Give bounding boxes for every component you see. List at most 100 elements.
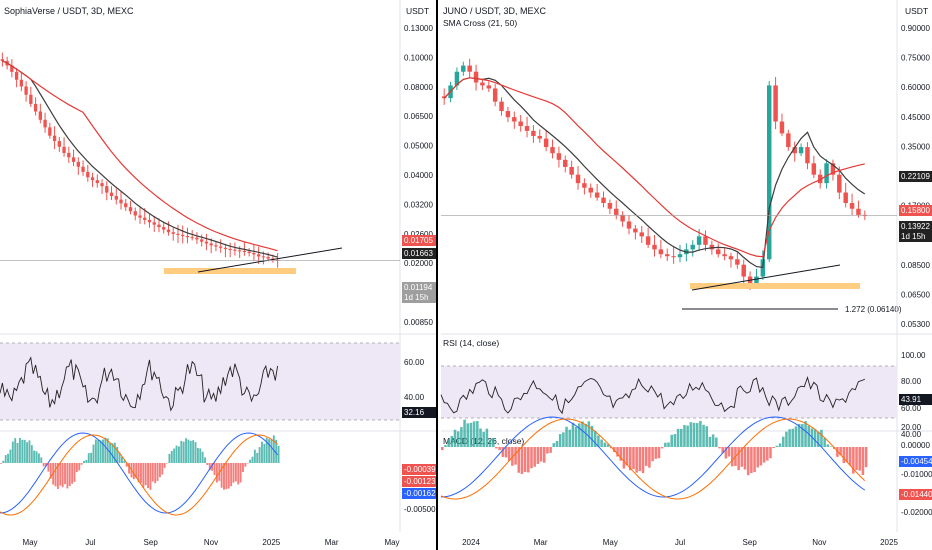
left-macd-bar: [151, 463, 154, 482]
right-rsi-line: [440, 375, 865, 415]
right-macd-tick: 0.00000: [901, 441, 930, 450]
left-macd-bar: [118, 452, 121, 463]
right-macd-bar: [565, 426, 568, 447]
left-macd-bar: [223, 463, 225, 490]
left-macd-badge: -0.00162: [404, 489, 436, 498]
right-macd-bar: [539, 447, 543, 462]
right-macd-bar: [441, 447, 444, 451]
right-price-badge-bg: [899, 231, 932, 242]
left-rsi-band: [0, 343, 400, 420]
left-macd-bar: [80, 463, 83, 465]
right-macd-bar: [836, 447, 839, 457]
left-time-tick: May: [22, 538, 37, 547]
left-candle-body: [162, 227, 166, 230]
left-macd-bar: [90, 452, 93, 463]
right-macd-bar: [520, 447, 524, 474]
right-candle-body: [843, 192, 848, 204]
left-macd-bar: [170, 450, 173, 463]
right-candle-body: [639, 232, 644, 237]
left-macd-badge-bg: [402, 476, 436, 487]
right-macd-bar: [511, 447, 514, 466]
left-candle-body: [124, 203, 128, 208]
right-price-badge-bg: [899, 205, 932, 216]
right-macd-bar: [558, 434, 562, 447]
left-price-tick: 0.02600: [404, 230, 433, 239]
right-candle-body: [626, 221, 632, 229]
left-candle-body: [14, 71, 19, 80]
left-candle-body: [95, 180, 99, 184]
right-macd-bar: [654, 447, 658, 459]
left-macd-bar: [220, 463, 223, 488]
right-macd-bar: [625, 447, 629, 466]
left-macd-bar: [111, 443, 114, 463]
left-macd-bar: [7, 453, 10, 463]
right-candle-body: [531, 130, 536, 136]
right-macd-bar: [632, 447, 635, 470]
left-macd-bar: [204, 457, 206, 463]
left-time-tick: Sep: [144, 538, 159, 547]
right-macd-bar: [820, 429, 823, 447]
right-price-tick: 0.75000: [901, 54, 930, 63]
right-macd-bar: [629, 447, 632, 471]
right-support-zone: [690, 283, 860, 289]
right-macd-bar: [801, 424, 804, 447]
right-macd-bar: [702, 424, 705, 447]
left-candle-body: [29, 94, 33, 104]
right-candle-body: [722, 254, 727, 257]
left-price-tick: 0.00850: [404, 318, 433, 327]
left-macd-bar: [113, 442, 116, 463]
left-candle-body: [33, 103, 38, 112]
left-macd-bar: [158, 463, 161, 478]
left-candle-body: [214, 245, 218, 247]
right-price-tick: 0.08500: [901, 261, 930, 270]
right-macd-bar: [772, 447, 775, 449]
right-candle-body: [805, 147, 810, 164]
left-macd-bar: [192, 440, 195, 463]
right-macd-bar: [597, 435, 600, 447]
right-macd-bar: [657, 447, 661, 459]
left-candle-body: [247, 251, 251, 253]
left-macd-bar: [258, 447, 261, 463]
left-macd-bar: [61, 463, 64, 488]
left-signal-line: [0, 434, 278, 516]
left-candle-body: [19, 79, 24, 87]
left-candle-body: [138, 215, 142, 218]
right-indicator-label: SMA Cross (21, 50): [443, 18, 517, 28]
right-macd-bar: [797, 423, 801, 447]
left-macd-bar: [275, 439, 278, 463]
left-candle-body: [86, 171, 90, 178]
left-macd-bar: [185, 438, 187, 463]
left-macd-bar: [225, 463, 228, 490]
left-macd-bar: [175, 445, 178, 463]
right-candle-body: [798, 147, 804, 154]
right-macd-bar: [746, 447, 750, 476]
left-macd-bar: [194, 442, 197, 463]
right-macd-bar: [778, 443, 782, 447]
right-candle-body: [690, 244, 695, 250]
right-macd-bar: [845, 447, 849, 463]
left-macd-bar: [135, 463, 138, 479]
left-candle-body: [24, 86, 28, 95]
left-macd-bar: [125, 463, 128, 467]
right-macd-bar: [530, 447, 533, 469]
right-macd-bar: [498, 447, 501, 451]
right-macd-bar: [456, 431, 460, 447]
left-macd-bar: [30, 445, 33, 463]
right-macd-bar: [593, 430, 597, 447]
right-macd-bar: [469, 422, 473, 447]
left-candle-body: [185, 236, 190, 238]
right-macd-bar: [785, 431, 788, 447]
left-macd-bar: [215, 463, 218, 483]
left-macd-bar: [47, 463, 50, 472]
right-candle-body: [569, 166, 574, 175]
right-candle-body: [830, 163, 836, 175]
left-macd-bar: [154, 463, 157, 484]
right-macd-bar: [603, 442, 607, 447]
left-macd-bar: [16, 442, 19, 463]
left-price-tick: 0.06500: [404, 112, 433, 121]
right-candle-body: [556, 153, 562, 160]
right-macd-bar: [852, 447, 855, 474]
left-macd-bar: [206, 463, 209, 466]
right-macd-bar: [807, 425, 811, 447]
left-price-badge: 1d 15h: [404, 293, 428, 302]
